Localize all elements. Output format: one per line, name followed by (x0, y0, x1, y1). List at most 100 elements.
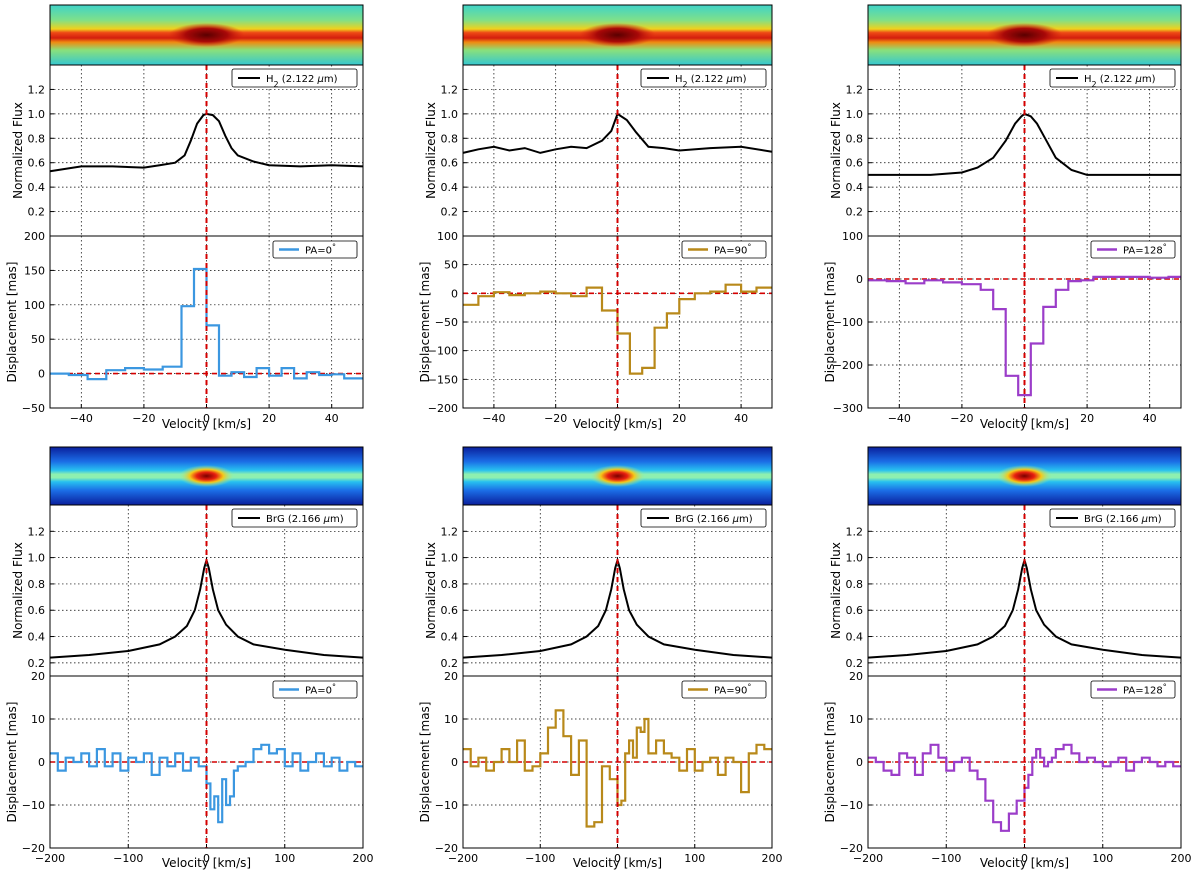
disp-ytick-label: 150 (24, 264, 45, 277)
flux-ytick-label: 0.2 (441, 657, 459, 670)
disp-step-line (50, 267, 363, 381)
flux-ylabel: Normalized Flux (11, 102, 25, 199)
disp-legend-label: PA=0° (305, 682, 336, 697)
flux-ytick-label: 1.0 (28, 108, 46, 121)
disp-ytick-label: 0 (38, 756, 45, 769)
disp-frame (462, 675, 773, 849)
flux-ytick-label: 1.2 (28, 525, 46, 538)
flux-ytick-label: 0.2 (441, 206, 459, 219)
disp-ytick-label: 20 (444, 670, 458, 683)
flux-ytick-label: 0.6 (846, 157, 864, 170)
disp-frame (462, 235, 773, 409)
flux-ytick-label: 0.4 (441, 181, 459, 194)
disp-ytick-label: −20 (435, 842, 458, 855)
disp-xtick-label: −20 (544, 412, 567, 425)
flux-legend-label: H2 (2.122 μm) (266, 74, 338, 89)
disp-ytick-label: 100 (437, 230, 458, 243)
flux-ytick-label: 0.4 (28, 181, 46, 194)
disp-ytick-label: −20 (840, 842, 863, 855)
disp-xtick-label: 100 (684, 852, 705, 865)
flux-ytick-label: 0.2 (846, 206, 864, 219)
spectrum-core (589, 465, 646, 487)
disp-legend (681, 680, 767, 699)
flux-ytick-label: 1.0 (441, 552, 459, 565)
disp-legend-label: PA=0° (305, 242, 336, 257)
disp-ytick-label: 20 (31, 670, 45, 683)
disp-legend (1090, 680, 1176, 699)
disp-ytick-label: −100 (833, 316, 863, 329)
disp-ylabel: Displacement [mas] (5, 702, 19, 823)
disp-xtick-label: −20 (950, 412, 973, 425)
flux-ytick-label: 0.6 (441, 157, 459, 170)
flux-legend-label: BrG (2.166 μm) (1084, 514, 1162, 525)
disp-legend-label: PA=90° (714, 682, 751, 697)
flux-legend (1049, 68, 1176, 88)
disp-ylabel: Displacement [mas] (418, 262, 432, 383)
disp-ytick-label: −150 (428, 373, 458, 386)
flux-legend-label: H2 (2.122 μm) (675, 74, 747, 89)
disp-xtick-label: 0 (1021, 412, 1028, 425)
disp-ytick-label: −50 (22, 402, 45, 415)
disp-xtick-label: −100 (113, 852, 143, 865)
disp-frame (867, 235, 1182, 409)
flux-ytick-label: 0.4 (846, 631, 864, 644)
spectrum-core (168, 23, 245, 47)
disp-frame (49, 235, 364, 409)
disp-ytick-label: 100 (842, 230, 863, 243)
disp-ytick-label: 0 (451, 287, 458, 300)
flux-legend-label: BrG (2.166 μm) (675, 514, 753, 525)
disp-legend-label: PA=128° (1123, 682, 1167, 697)
spectrum-core (579, 23, 656, 47)
disp-frame (49, 675, 364, 849)
disp-ytick-label: 200 (24, 230, 45, 243)
flux-ytick-label: 0.6 (846, 604, 864, 617)
disp-ytick-label: 0 (451, 756, 458, 769)
flux-ytick-label: 1.2 (441, 83, 459, 96)
flux-ytick-label: 0.4 (441, 631, 459, 644)
disp-xtick-label: 0 (203, 852, 210, 865)
disp-xtick-label: −200 (853, 852, 883, 865)
disp-xtick-label: 0 (203, 412, 210, 425)
flux-ytick-label: 0.2 (28, 657, 46, 670)
flux-ytick-label: 1.0 (846, 552, 864, 565)
xlabel: Velocity [km/s] (980, 856, 1069, 870)
disp-xtick-label: 40 (734, 412, 748, 425)
disp-ytick-label: −50 (435, 316, 458, 329)
disp-xtick-label: 0 (614, 852, 621, 865)
disp-ytick-label: 10 (444, 713, 458, 726)
disp-xtick-label: 20 (262, 412, 276, 425)
disp-ytick-label: 10 (849, 713, 863, 726)
flux-ytick-label: 0.2 (846, 657, 864, 670)
xlabel: Velocity [km/s] (573, 417, 662, 431)
flux-ytick-label: 0.8 (441, 132, 459, 145)
spectrum-core (986, 23, 1063, 47)
flux-ylabel: Normalized Flux (829, 542, 843, 639)
disp-xtick-label: −200 (35, 852, 65, 865)
disp-ytick-label: 0 (856, 273, 863, 286)
xlabel: Velocity [km/s] (162, 417, 251, 431)
disp-xtick-label: −40 (482, 412, 505, 425)
flux-ytick-label: 1.2 (846, 83, 864, 96)
disp-step-line (50, 743, 363, 824)
disp-xtick-label: 200 (762, 852, 783, 865)
flux-legend (640, 68, 767, 88)
disp-ytick-label: −100 (428, 345, 458, 358)
flux-ytick-label: 1.2 (28, 83, 46, 96)
disp-xtick-label: 20 (1080, 412, 1094, 425)
flux-legend (1049, 508, 1176, 528)
disp-xtick-label: −100 (525, 852, 555, 865)
flux-line (462, 112, 773, 154)
disp-legend (1090, 240, 1176, 259)
spectrum-core (996, 465, 1053, 487)
flux-ytick-label: 0.4 (28, 631, 46, 644)
disp-ytick-label: −10 (435, 799, 458, 812)
flux-legend (640, 508, 767, 528)
flux-ytick-label: 0.8 (28, 132, 46, 145)
disp-xtick-label: 200 (353, 852, 374, 865)
disp-frame (867, 675, 1182, 849)
